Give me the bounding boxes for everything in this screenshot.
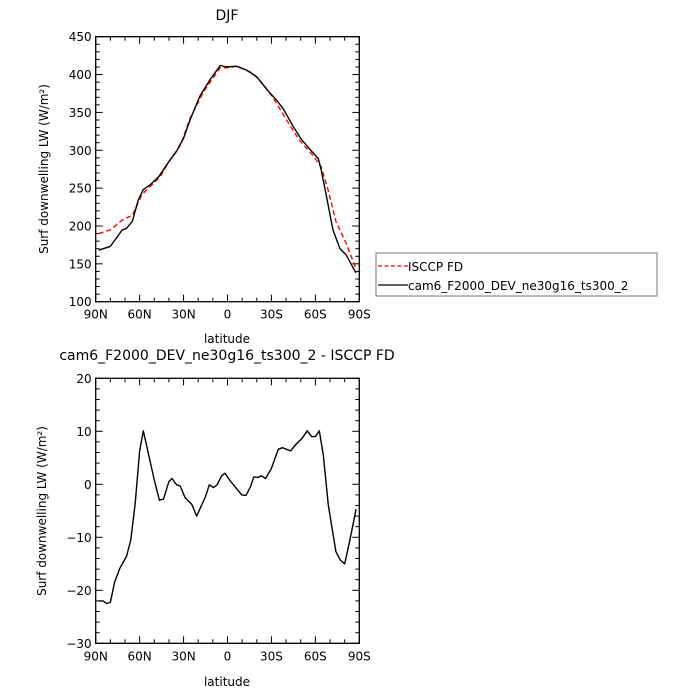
y-tick-label: 20 bbox=[76, 372, 91, 386]
y-tick-label: 400 bbox=[69, 68, 92, 82]
plot-frame bbox=[95, 36, 360, 303]
x-tick-label: 0 bbox=[224, 308, 232, 322]
x-tick-label: 90S bbox=[348, 308, 371, 322]
panel-bottom: cam6_F2000_DEV_ne30g16_ts300_2 - ISCCP F… bbox=[35, 348, 395, 689]
x-tick-label: 60N bbox=[128, 649, 152, 663]
x-tick-label: 60S bbox=[304, 649, 327, 663]
x-axis-label: latitude bbox=[204, 675, 250, 689]
panel-top: DJF latitude Surf downwelling LW (W/m²) … bbox=[37, 8, 371, 346]
x-tick-label: 30N bbox=[171, 649, 195, 663]
x-tick-label: 30S bbox=[260, 308, 283, 322]
series-line-difference bbox=[98, 430, 357, 605]
y-tick-label: −10 bbox=[66, 531, 91, 545]
y-tick-label: 200 bbox=[69, 219, 92, 233]
chart-title: DJF bbox=[216, 8, 239, 24]
series-line-cam6-f2000-dev-ne30g16-ts300-2 bbox=[98, 64, 357, 274]
legend-label-cam6: cam6_F2000_DEV_ne30g16_ts300_2 bbox=[408, 279, 628, 293]
y-tick-label: 250 bbox=[69, 182, 92, 196]
legend-box bbox=[375, 252, 658, 297]
y-tick-label: 100 bbox=[69, 295, 92, 309]
x-tick-label: 90S bbox=[348, 649, 371, 663]
x-tick-label: 30S bbox=[260, 649, 283, 663]
y-tick-label: 450 bbox=[69, 30, 92, 44]
legend-label-isccp: ISCCP FD bbox=[408, 260, 463, 274]
y-tick-label: 0 bbox=[84, 478, 92, 492]
y-tick-label: 150 bbox=[69, 257, 92, 271]
plot-frame bbox=[95, 377, 360, 644]
y-tick-label: 350 bbox=[69, 106, 92, 120]
chart-title: cam6_F2000_DEV_ne30g16_ts300_2 - ISCCP F… bbox=[59, 348, 394, 364]
x-axis-label: latitude bbox=[204, 332, 250, 346]
series-line-isccp-fd bbox=[98, 65, 357, 269]
x-tick-label: 30N bbox=[171, 308, 195, 322]
y-tick-label: 300 bbox=[69, 144, 92, 158]
y-tick-label: −30 bbox=[66, 637, 91, 651]
x-tick-label: 90N bbox=[84, 649, 108, 663]
y-axis-label: Surf downwelling LW (W/m²) bbox=[37, 84, 51, 254]
x-tick-label: 60N bbox=[128, 308, 152, 322]
y-axis-label: Surf downwelling LW (W/m²) bbox=[35, 426, 49, 596]
x-tick-label: 90N bbox=[84, 308, 108, 322]
y-tick-label: −20 bbox=[66, 584, 91, 598]
x-tick-label: 60S bbox=[304, 308, 327, 322]
legend: ISCCP FD cam6_F2000_DEV_ne30g16_ts300_2 bbox=[375, 252, 658, 297]
x-tick-label: 0 bbox=[224, 649, 232, 663]
y-tick-label: 10 bbox=[76, 425, 91, 439]
